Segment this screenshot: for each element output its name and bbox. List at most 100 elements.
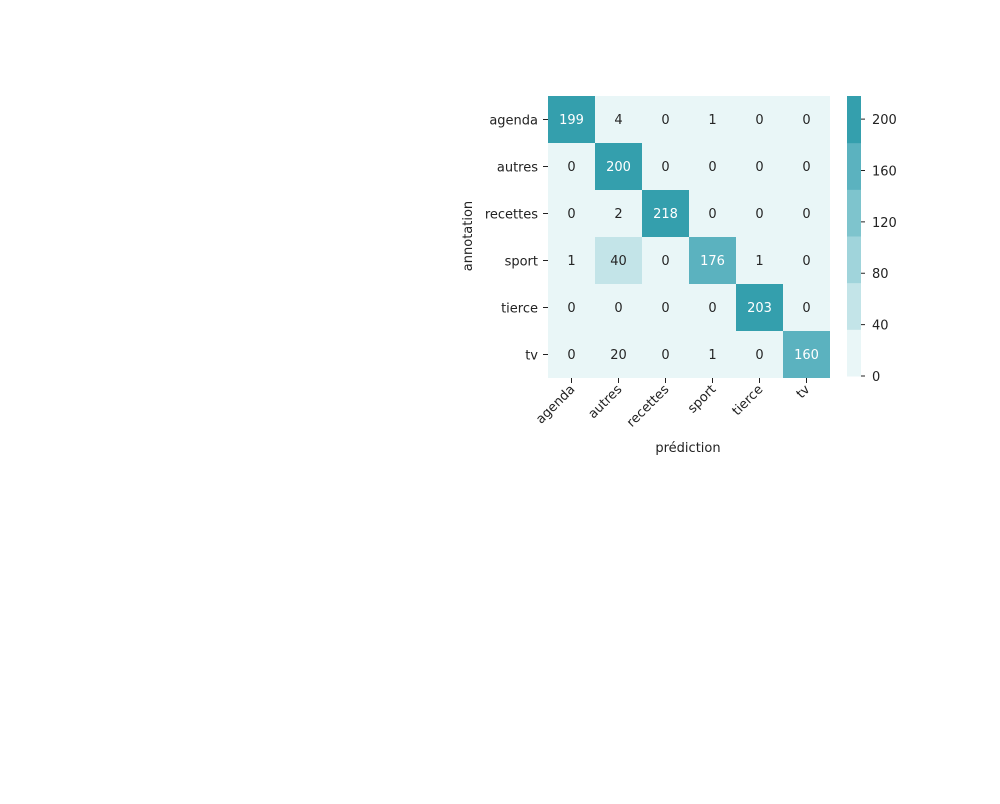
cell-value-label: 0 [708, 207, 716, 222]
heatmap-cell [548, 331, 595, 378]
y-tick-label: recettes [485, 208, 538, 223]
heatmap-cell [736, 284, 783, 331]
cell-value-label: 0 [802, 207, 810, 222]
x-tick-label: sport [685, 382, 719, 416]
heatmap-cell [736, 143, 783, 190]
heatmap-cell [595, 237, 642, 284]
x-tick-label: tv [794, 382, 814, 402]
heatmap-cell [736, 190, 783, 237]
cell-value-label: 0 [661, 113, 669, 128]
cell-value-label: 176 [700, 254, 725, 269]
colorbar-tick-label: 200 [872, 113, 897, 128]
heatmap-cell [548, 143, 595, 190]
y-tick-label: agenda [489, 114, 538, 129]
cell-value-label: 1 [708, 348, 716, 363]
y-tick-label: autres [497, 161, 538, 176]
x-tick-label: autres [586, 382, 626, 422]
heatmap-cell [689, 237, 736, 284]
colorbar-tick-label: 120 [872, 216, 897, 231]
colorbar-tick-label: 40 [872, 319, 889, 334]
heatmap-cell [548, 96, 595, 143]
colorbar-segment [847, 142, 861, 190]
y-tick-label: tv [525, 349, 538, 364]
cell-value-label: 1 [567, 254, 575, 269]
cell-value-label: 200 [606, 160, 631, 175]
heatmap-cell [689, 96, 736, 143]
heatmap-cell [783, 190, 830, 237]
cell-value-label: 1 [755, 254, 763, 269]
cell-value-label: 0 [661, 254, 669, 269]
colorbar-tick-label: 0 [872, 370, 880, 385]
colorbar-tick-label: 80 [872, 267, 889, 282]
cell-value-label: 40 [610, 254, 627, 269]
cell-value-label: 0 [614, 301, 622, 316]
heatmap-cell [783, 143, 830, 190]
heatmap-cell [642, 143, 689, 190]
cell-value-label: 0 [802, 254, 810, 269]
cell-value-label: 0 [802, 113, 810, 128]
cell-value-label: 0 [708, 301, 716, 316]
cell-value-label: 218 [653, 207, 678, 222]
y-axis: agenda autres recettes sport tierce tv [485, 114, 548, 364]
colorbar-segment [847, 282, 861, 330]
heatmap-cell [736, 237, 783, 284]
cell-value-label: 0 [802, 160, 810, 175]
x-axis-title: prédiction [655, 441, 720, 456]
cell-value-label: 160 [794, 348, 819, 363]
heatmap-cell [783, 96, 830, 143]
colorbar-segment [847, 96, 861, 144]
colorbar-segment [847, 329, 861, 377]
cell-value-label: 0 [661, 301, 669, 316]
heatmap-cell [595, 284, 642, 331]
colorbar-segment [847, 189, 861, 237]
cell-labels: 199 4 0 1 0 00 200 0 0 0 00 2 218 0 0 01 40 0 176 1 00 0 0 0 203… [559, 113, 819, 363]
y-axis-title: annotation [461, 201, 476, 271]
heatmap-cells [548, 96, 830, 378]
y-tick-label: tierce [501, 302, 538, 317]
cell-value-label: 0 [802, 301, 810, 316]
heatmap-cell [548, 237, 595, 284]
heatmap-cell [783, 237, 830, 284]
cell-value-label: 0 [755, 348, 763, 363]
heatmap-cell [548, 284, 595, 331]
colorbar-segment [847, 236, 861, 284]
heatmap-cell [736, 331, 783, 378]
x-tick-label: tierce [730, 382, 767, 419]
heatmap-cell [642, 284, 689, 331]
heatmap-cell [548, 190, 595, 237]
cell-value-label: 0 [567, 207, 575, 222]
cell-value-label: 0 [567, 160, 575, 175]
cell-value-label: 4 [614, 113, 622, 128]
heatmap-cell [595, 96, 642, 143]
cell-value-label: 0 [567, 301, 575, 316]
heatmap-cell [642, 190, 689, 237]
heatmap-cell [783, 331, 830, 378]
heatmap-cell [689, 284, 736, 331]
heatmap-cell [595, 190, 642, 237]
heatmap-cell [689, 143, 736, 190]
cell-value-label: 2 [614, 207, 622, 222]
cell-value-label: 199 [559, 113, 584, 128]
cell-value-label: 0 [708, 160, 716, 175]
heatmap-cell [642, 237, 689, 284]
heatmap-cell [642, 96, 689, 143]
heatmap-cell [595, 143, 642, 190]
y-tick-label: sport [505, 255, 538, 270]
cell-value-label: 0 [755, 207, 763, 222]
x-tick-label: recettes [624, 382, 672, 430]
colorbar: 0 40 80 120 160 200 [847, 96, 897, 385]
cell-value-label: 0 [661, 160, 669, 175]
heatmap-cell [595, 331, 642, 378]
cell-value-label: 0 [661, 348, 669, 363]
cell-value-label: 203 [747, 301, 772, 316]
heatmap-cell [642, 331, 689, 378]
cell-value-label: 20 [610, 348, 627, 363]
heatmap-cell [689, 190, 736, 237]
x-tick-label: agenda [533, 382, 578, 427]
cell-value-label: 0 [567, 348, 575, 363]
heatmap-cell [736, 96, 783, 143]
colorbar-tick-label: 160 [872, 164, 897, 179]
